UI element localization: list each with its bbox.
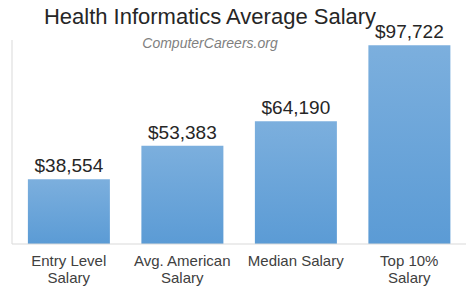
html-text:Health Informatics Average Sal: Health Informatics Average Salary [43,4,377,29]
svg-text:Entry LevelSalary: Entry LevelSalary [31,252,106,286]
svg-text:$97,722: $97,722 [375,21,444,42]
svg-text:Median Salary: Median Salary [248,252,344,269]
html-text:ComputerCareers.org: ComputerCareers.org [142,35,278,51]
svg-text:Top 10%Salary: Top 10%Salary [380,252,438,286]
svg-text:$38,554: $38,554 [35,155,104,176]
svg-text:$64,190: $64,190 [262,97,331,118]
svg-text:$53,383: $53,383 [148,122,217,143]
svg-text:Avg. AmericanSalary: Avg. AmericanSalary [134,252,230,286]
